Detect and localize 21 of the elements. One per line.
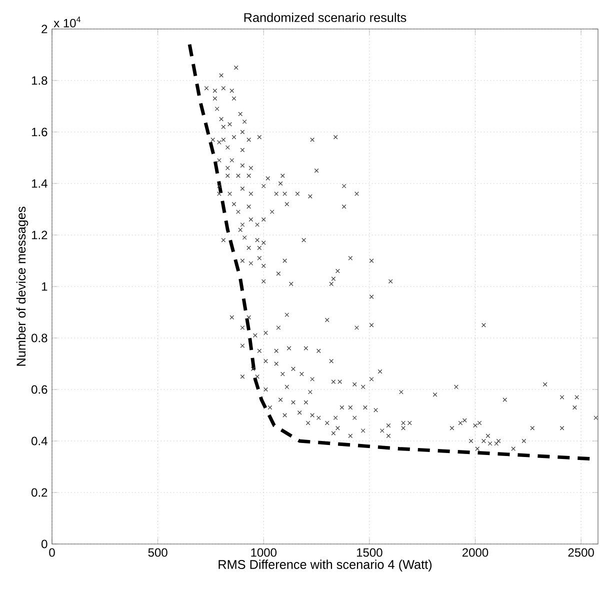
text: x 10$^{4}$ [54, 16, 81, 28]
chart-title: Randomized scenario results [244, 12, 406, 22]
x-tick-label: 2000 [462, 548, 488, 557]
y-tick-label: 0.2 [32, 488, 48, 497]
x-tick-label: 1500 [357, 548, 382, 557]
x-tick-label: 0 [49, 548, 55, 557]
y-tick-label: 0.6 [32, 385, 48, 394]
y-axis-title: Number of device messages [16, 206, 28, 366]
y-tick-label: 1.8 [32, 76, 48, 85]
x-tick-label: 1000 [251, 548, 277, 557]
x-axis-title: RMS Difference with scenario 4 (Watt) [218, 560, 432, 572]
y-tick-label: 1.6 [32, 128, 48, 136]
y-tick-label: 0 [42, 540, 48, 548]
x-tick-label: 500 [148, 548, 168, 557]
y-tick-label: 1.2 [32, 230, 48, 240]
x-tick-label: 2500 [568, 548, 594, 557]
y-tick-label: 1 [42, 282, 48, 291]
y-tick-label: 2 [42, 24, 48, 34]
y-tick-label: 1.4 [32, 179, 48, 188]
y-tick-label: 0.8 [32, 334, 48, 342]
y-tick-label: 0.4 [32, 436, 48, 446]
